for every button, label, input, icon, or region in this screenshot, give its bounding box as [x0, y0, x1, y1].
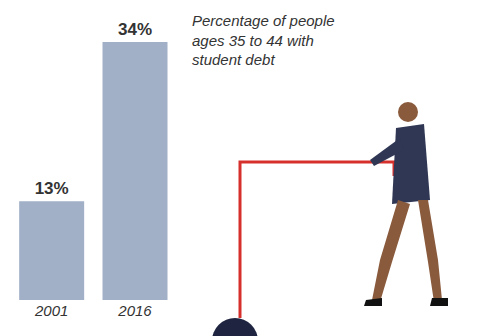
- svg-text:2016: 2016: [117, 302, 152, 319]
- svg-text:2001: 2001: [34, 302, 68, 319]
- svg-text:Percentage of peopleages 35 to: Percentage of peopleages 35 to 44 withst…: [192, 12, 335, 68]
- svg-text:34%: 34%: [118, 20, 152, 39]
- svg-text:13%: 13%: [35, 179, 69, 198]
